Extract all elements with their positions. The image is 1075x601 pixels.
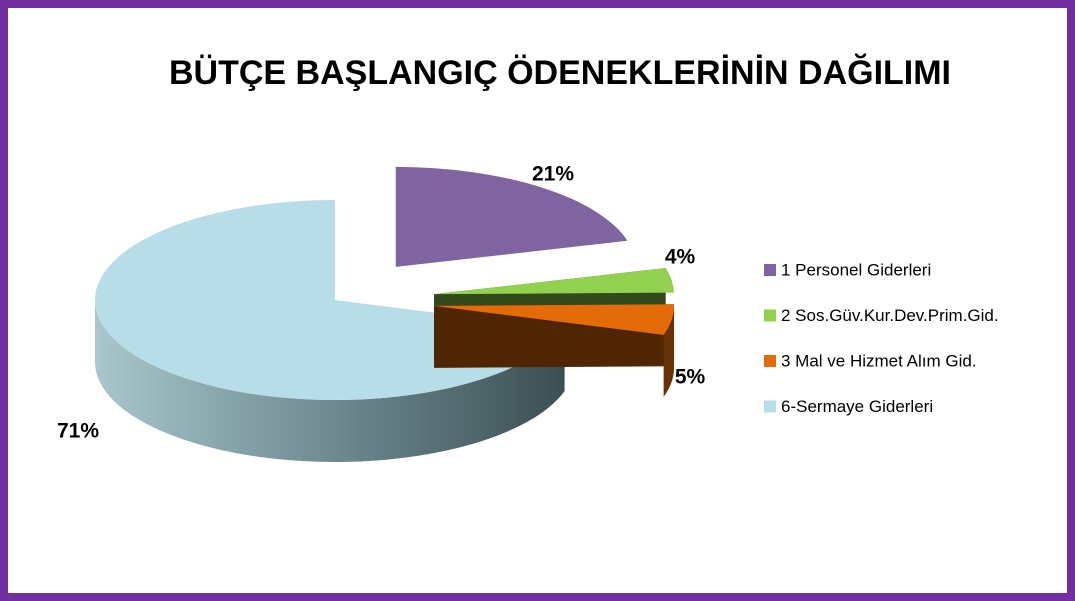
legend-label: 6-Sermaye Giderleri [781,397,933,416]
slice [434,304,675,335]
legend: 1 Personel Giderleri 2 Sos.Güv.Kur.Dev.Pr… [764,260,999,416]
legend-swatch [764,264,776,276]
slice [395,166,628,267]
legend-swatch [764,309,776,322]
slice [434,268,674,295]
pie: 21% 4% 5% 71% [57,163,706,463]
legend-swatch [764,400,776,413]
data-label: 5% [675,366,706,389]
legend-label: 2 Sos.Güv.Kur.Dev.Prim.Gid. [781,306,999,325]
legend-label: 1 Personel Giderleri [781,260,931,279]
data-label: 21% [532,163,574,186]
legend-label: 3 Mal ve Hizmet Alım Gid. [781,351,977,370]
legend-swatch [764,355,776,367]
slice-wall [663,305,675,397]
data-label: 71% [57,420,99,443]
chart-title: BÜTÇE BAŞLANGIÇ ÖDENEKLERİNİN DAĞILIMI [169,54,951,92]
slice-wall [94,300,565,463]
data-label: 4% [665,246,696,269]
